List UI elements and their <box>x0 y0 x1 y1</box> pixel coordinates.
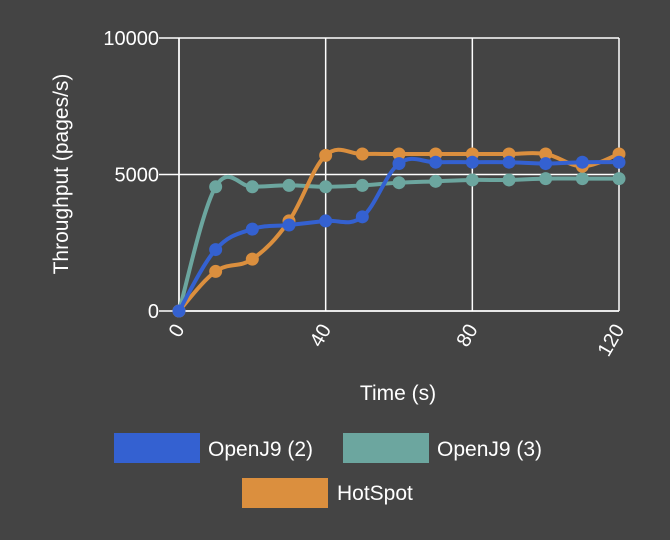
data-point <box>172 304 186 318</box>
y-axis-title: Throughput (pages/s) <box>50 74 73 275</box>
legend-item: OpenJ9 (2) <box>114 433 313 463</box>
data-point <box>355 147 369 161</box>
series-openj9-2 <box>172 155 626 318</box>
data-point <box>245 252 259 266</box>
y-tick-label: 5000 <box>115 165 160 187</box>
legend-label: HotSpot <box>337 482 413 505</box>
legend-item: HotSpot <box>242 478 413 508</box>
legend-swatch <box>242 478 328 508</box>
legend-item: OpenJ9 (3) <box>343 433 542 463</box>
legend-label: OpenJ9 (2) <box>208 438 313 461</box>
x-tick-label: 80 <box>452 321 482 351</box>
data-point <box>245 180 259 194</box>
data-point <box>539 157 553 171</box>
data-point <box>465 155 479 169</box>
data-point <box>355 210 369 224</box>
data-point <box>245 222 259 236</box>
y-tick-label: 0 <box>148 301 159 323</box>
data-point <box>429 155 443 169</box>
y-tick-label: 10000 <box>103 28 159 50</box>
data-point <box>209 264 223 278</box>
data-point <box>355 178 369 192</box>
data-point <box>502 155 516 169</box>
data-point <box>575 172 589 186</box>
legend: OpenJ9 (2) OpenJ9 (3) HotSpot <box>114 433 542 508</box>
data-point <box>575 155 589 169</box>
data-point <box>612 155 626 169</box>
data-point <box>539 147 553 161</box>
series-hotspot <box>172 147 626 318</box>
series-lines <box>172 147 626 318</box>
legend-label: OpenJ9 (3) <box>437 438 542 461</box>
data-point <box>319 148 333 162</box>
gridlines <box>178 37 620 312</box>
x-axis-title: Time (s) <box>360 382 436 405</box>
legend-swatch <box>114 433 200 463</box>
axes <box>159 37 619 312</box>
data-point <box>539 172 553 186</box>
data-point <box>319 180 333 194</box>
x-tick-label: 40 <box>306 321 336 351</box>
data-point <box>282 178 296 192</box>
x-tick-label: 120 <box>594 321 630 361</box>
data-point <box>392 157 406 171</box>
data-point <box>282 218 296 232</box>
data-point <box>429 174 443 188</box>
data-point <box>465 173 479 187</box>
legend-swatch <box>343 433 429 463</box>
data-point <box>502 173 516 187</box>
data-point <box>612 172 626 186</box>
series-openj9-3 <box>172 172 626 318</box>
data-point <box>209 180 223 194</box>
x-tick-label: 0 <box>165 321 190 342</box>
data-point <box>209 243 223 257</box>
series-line <box>177 175 621 313</box>
data-point <box>392 147 406 161</box>
data-point <box>392 176 406 190</box>
data-point <box>319 214 333 228</box>
